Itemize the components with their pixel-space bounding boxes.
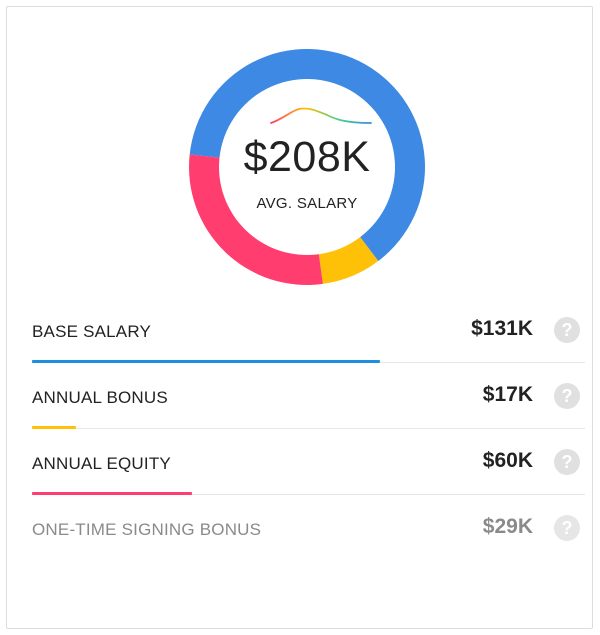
breakdown-row-annual-equity: ANNUAL EQUITY $60K ? <box>32 429 585 495</box>
avg-salary-amount: $208K <box>243 133 371 181</box>
breakdown-row-base-salary: BASE SALARY $131K ? <box>32 297 585 363</box>
row-label: ANNUAL BONUS <box>32 388 168 407</box>
compensation-card: $208K AVG. SALARY BASE SALARY $131K ? AN… <box>6 6 593 629</box>
row-progress-bar <box>32 426 77 429</box>
breakdown-row-annual-bonus: ANNUAL BONUS $17K ? <box>32 363 585 429</box>
row-value: $60K <box>482 449 533 472</box>
row-value: $29K <box>482 515 533 538</box>
help-circle-icon[interactable]: ? <box>554 383 580 409</box>
donut-segment-annual-bonus <box>318 237 379 284</box>
row-progress-bar <box>32 360 381 363</box>
salary-donut-chart: $208K AVG. SALARY <box>187 47 427 287</box>
row-value: $17K <box>482 383 533 406</box>
row-label: ANNUAL EQUITY <box>32 454 171 473</box>
row-value: $131K <box>471 317 533 340</box>
row-label: ONE-TIME SIGNING BONUS <box>32 520 262 539</box>
compensation-breakdown-list: BASE SALARY $131K ? ANNUAL BONUS $17K ? … <box>32 297 585 560</box>
avg-salary-label: AVG. SALARY <box>256 195 358 212</box>
row-progress-bar <box>32 492 193 495</box>
distribution-curve-icon <box>270 107 372 124</box>
row-label: BASE SALARY <box>32 322 152 341</box>
help-circle-icon[interactable]: ? <box>554 317 580 343</box>
donut-svg <box>189 49 425 285</box>
breakdown-row-signing-bonus: ONE-TIME SIGNING BONUS $29K ? <box>32 495 585 560</box>
help-circle-icon[interactable]: ? <box>554 515 580 541</box>
help-circle-icon[interactable]: ? <box>554 449 580 475</box>
donut-segment-annual-equity <box>189 154 323 285</box>
